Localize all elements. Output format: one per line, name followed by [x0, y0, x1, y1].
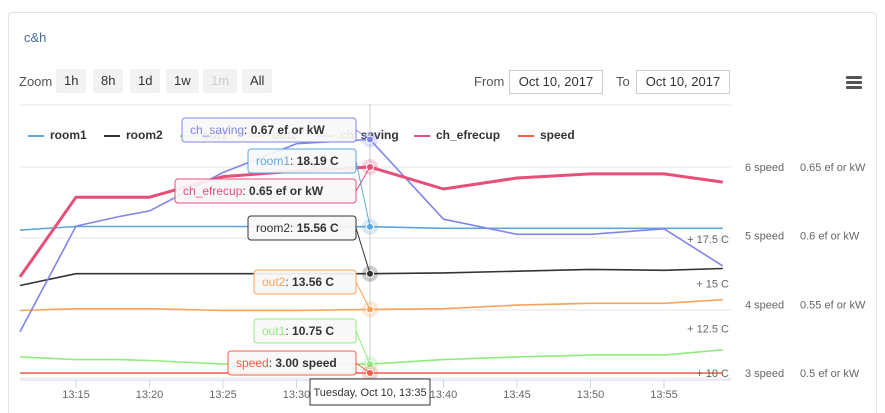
hamburger-menu-icon[interactable]: [846, 76, 862, 90]
legend-label: room2: [126, 128, 163, 142]
legend-line: [518, 134, 534, 137]
from-label: From: [474, 74, 505, 89]
zoom-1h-button[interactable]: 1h: [56, 69, 87, 93]
legend-label: room1: [50, 128, 87, 142]
zoom-all-button[interactable]: All: [242, 69, 273, 93]
legend-label: ch_efrecup: [436, 128, 501, 142]
to-date-input[interactable]: [636, 70, 730, 94]
legend-line: [250, 134, 266, 137]
legend-item-room1[interactable]: room1: [28, 128, 87, 142]
zoom-1d-button[interactable]: 1d: [130, 69, 161, 93]
zoom-1m-button: 1m: [203, 69, 238, 93]
legend-item-speed[interactable]: speed: [518, 128, 575, 142]
legend-label: ch_saving: [340, 128, 399, 142]
legend-label: speed: [540, 128, 575, 142]
legend-line: [414, 134, 430, 137]
panel-title: c&h: [24, 30, 47, 45]
legend-line: [28, 134, 44, 137]
zoom-1w-button[interactable]: 1w: [166, 69, 199, 93]
to-label: To: [616, 74, 630, 89]
legend-label: out1: [202, 128, 228, 142]
legend-item-out1[interactable]: out1: [180, 128, 227, 142]
legend-label: out2: [272, 128, 298, 142]
legend-item-room2[interactable]: room2: [104, 128, 163, 142]
zoom-8h-button[interactable]: 8h: [93, 69, 124, 93]
legend-line: [318, 134, 334, 137]
legend-line: [104, 134, 120, 137]
legend-item-ch-efrecup[interactable]: ch_efrecup: [414, 128, 500, 142]
legend-item-ch-saving[interactable]: ch_saving: [318, 128, 399, 142]
zoom-label: Zoom: [19, 74, 53, 89]
from-date-input[interactable]: [509, 70, 603, 94]
legend-item-out2[interactable]: out2: [250, 128, 297, 142]
legend-line: [180, 134, 196, 137]
